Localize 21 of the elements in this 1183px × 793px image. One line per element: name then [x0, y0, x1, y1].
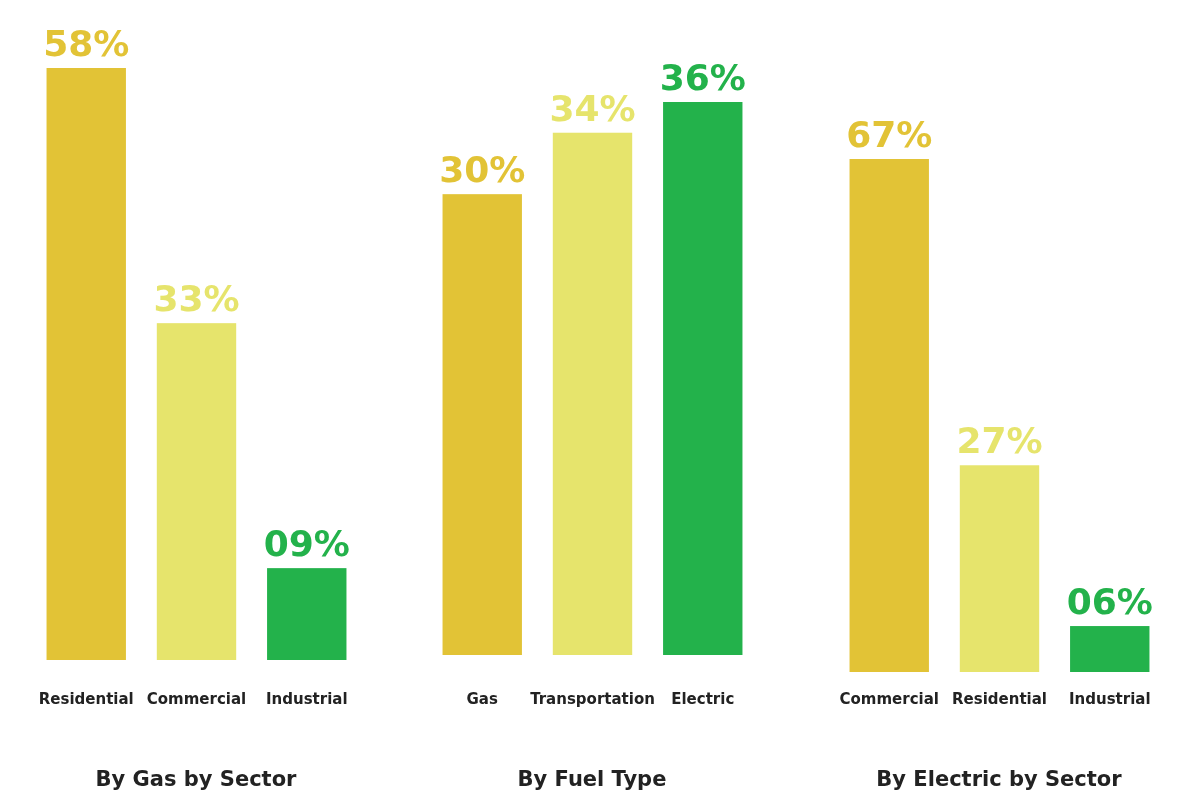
x-tick-label: Residential [952, 690, 1047, 708]
data-label: 58% [43, 23, 130, 64]
data-label: 09% [263, 523, 350, 565]
text: By Electric by Sector [876, 767, 1123, 791]
data-label: 34% [549, 87, 636, 129]
text: By Fuel Type [517, 767, 667, 791]
x-tick-label: Commercial [839, 690, 939, 708]
x-tick-label: Electric [671, 690, 735, 708]
text: By Gas by Sector [95, 767, 298, 791]
x-tick-label: Transportation [530, 690, 655, 708]
data-label: 30% [439, 149, 526, 191]
x-tick-label: Gas [466, 690, 498, 708]
data-label: 36% [659, 57, 746, 98]
x-tick-label: Industrial [265, 690, 348, 708]
x-tick-label: Commercial [146, 690, 247, 708]
x-tick-label: Industrial [1068, 690, 1151, 708]
x-tick-label: Residential [38, 690, 134, 708]
data-label: 33% [153, 278, 240, 320]
data-label: 06% [1066, 581, 1153, 623]
data-label: 27% [956, 420, 1043, 462]
data-label: 67% [846, 114, 933, 155]
